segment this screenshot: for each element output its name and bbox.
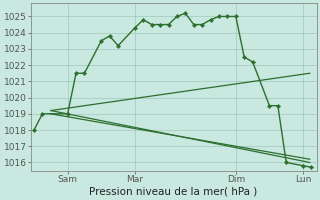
X-axis label: Pression niveau de la mer( hPa ): Pression niveau de la mer( hPa ) <box>90 187 258 197</box>
